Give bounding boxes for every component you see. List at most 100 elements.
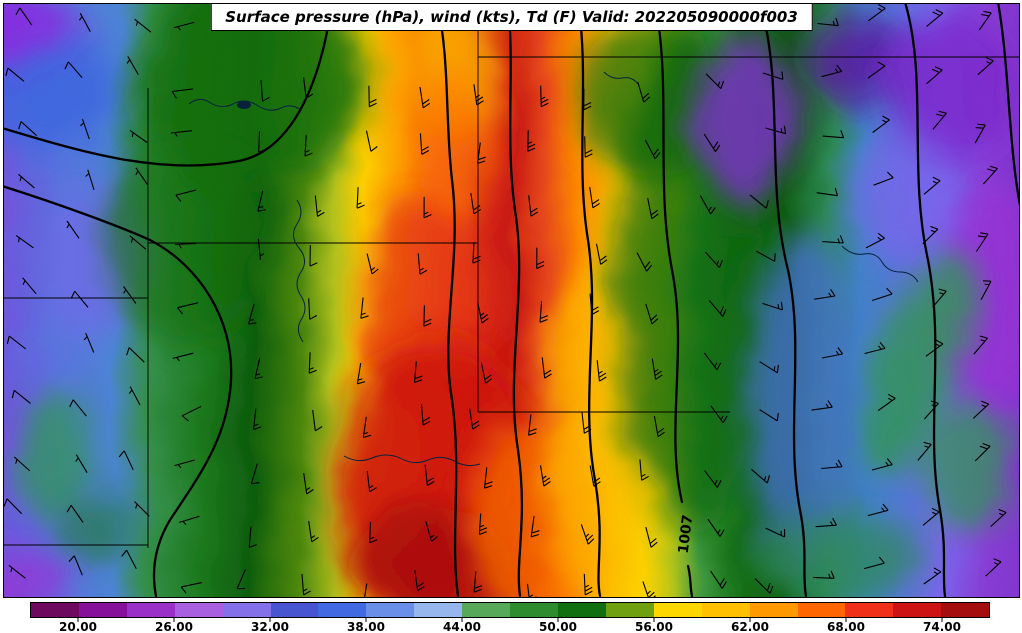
- wind-barb: [707, 518, 725, 537]
- colorbar-segment: [222, 603, 271, 617]
- wind-barb: [66, 504, 84, 523]
- rivers-layer: [188, 71, 919, 467]
- wind-barb: [530, 515, 540, 538]
- colorbar-tick-mark: [749, 618, 751, 622]
- colorbar-segment: [126, 603, 175, 617]
- wind-barb: [583, 573, 593, 596]
- wind-barb: [651, 358, 663, 380]
- wind-barb: [477, 302, 489, 324]
- wind-barb: [868, 4, 886, 22]
- wind-barb: [867, 503, 889, 517]
- wind-barb: [821, 347, 844, 359]
- wind-barb: [975, 232, 989, 252]
- wind-barb: [8, 564, 26, 579]
- wind-barb: [177, 302, 199, 315]
- colorbar-ticks: 20.00 26.00 32.00 38.00 44.00 50.00 56.00 62.00…: [30, 618, 990, 633]
- colorbar-segment: [701, 603, 750, 617]
- wind-barb: [69, 399, 87, 417]
- wind-barb: [304, 135, 313, 157]
- wind-barb: [123, 286, 137, 304]
- wind-barb: [129, 129, 148, 143]
- wind-barb: [527, 130, 536, 152]
- wind-barb: [645, 303, 659, 325]
- colorbar-tick-label: 50.00: [539, 620, 577, 633]
- wind-barb: [419, 86, 431, 109]
- wind-barb: [308, 520, 319, 543]
- wind-barb: [356, 187, 365, 209]
- wind-barb: [135, 167, 149, 186]
- wind-barb: [364, 583, 368, 597]
- wind-barb: [528, 414, 537, 436]
- colorbar-segment: [941, 603, 990, 617]
- wind-barb: [414, 569, 425, 592]
- wind-barb: [977, 57, 994, 76]
- wind-barb: [754, 578, 774, 594]
- wind-barb: [710, 570, 727, 589]
- wind-barb: [811, 400, 833, 411]
- wind-barb: [303, 473, 314, 495]
- wind-barb: [528, 195, 539, 217]
- colorbar-tick-label: 56.00: [635, 620, 673, 633]
- wind-barb: [362, 416, 372, 439]
- wind-barb: [257, 190, 266, 212]
- colorbar-segment: [797, 603, 846, 617]
- wind-barb: [85, 169, 95, 191]
- wind-barb: [867, 61, 886, 79]
- wind-barb: [871, 287, 893, 302]
- wind-barb: [982, 165, 998, 185]
- wind-barb: [923, 567, 942, 585]
- wind-barb: [174, 459, 195, 469]
- colorbar-segment: [557, 603, 606, 617]
- colorbar-segment: [270, 603, 319, 617]
- wind-barb: [863, 556, 885, 570]
- colorbar-tick-label: 38.00: [347, 620, 385, 633]
- wind-barb: [480, 362, 493, 384]
- wind-barb: [923, 400, 939, 420]
- wind-barb: [917, 441, 932, 461]
- wind-barb: [865, 232, 885, 249]
- wind-barb: [128, 386, 141, 406]
- wind-barb: [126, 56, 139, 75]
- wind-barb: [469, 408, 480, 430]
- wind-barb: [78, 13, 91, 32]
- wind-barb: [710, 405, 728, 424]
- wind-barb: [584, 136, 593, 158]
- wind-barb: [759, 361, 779, 374]
- wind-barb: [66, 220, 80, 239]
- colorbar-tick-mark: [557, 618, 559, 622]
- map-panel: 1007 Surface pressure (hPa), wind (kts),…: [3, 3, 1020, 598]
- wind-barb: [368, 85, 377, 108]
- wind-barb: [423, 196, 432, 219]
- wind-barb: [704, 251, 724, 268]
- wind-barb: [596, 360, 607, 382]
- wind-barb: [985, 558, 1002, 577]
- wind-barb: [589, 186, 600, 209]
- wind-barb: [637, 81, 651, 103]
- colorbar-segment: [174, 603, 223, 617]
- wind-barb: [258, 131, 267, 153]
- wind-barb: [308, 352, 317, 374]
- colorbar-tick-label: 62.00: [731, 620, 769, 633]
- wind-barb: [260, 80, 270, 102]
- wind-barb: [539, 301, 548, 323]
- wind-barb: [365, 130, 378, 152]
- wind-barb: [765, 125, 787, 135]
- wind-barb: [64, 61, 83, 79]
- wind-barb: [595, 243, 608, 265]
- wind-barb: [705, 73, 725, 89]
- wind-barb: [765, 527, 786, 538]
- wind-barb: [814, 288, 836, 300]
- wind-barb: [816, 187, 839, 197]
- wind-barb: [250, 463, 260, 485]
- wind-barb: [308, 298, 318, 320]
- colorbar-tick-label: 32.00: [251, 620, 289, 633]
- colorbar-segment: [366, 603, 415, 617]
- colorbar-tick-mark: [653, 618, 655, 622]
- wind-barb: [4, 498, 23, 515]
- wind-barb: [759, 409, 779, 422]
- wind-barb: [822, 235, 844, 244]
- wind-barb: [541, 357, 552, 379]
- wind-barb: [762, 71, 784, 80]
- wind-barb: [540, 85, 549, 108]
